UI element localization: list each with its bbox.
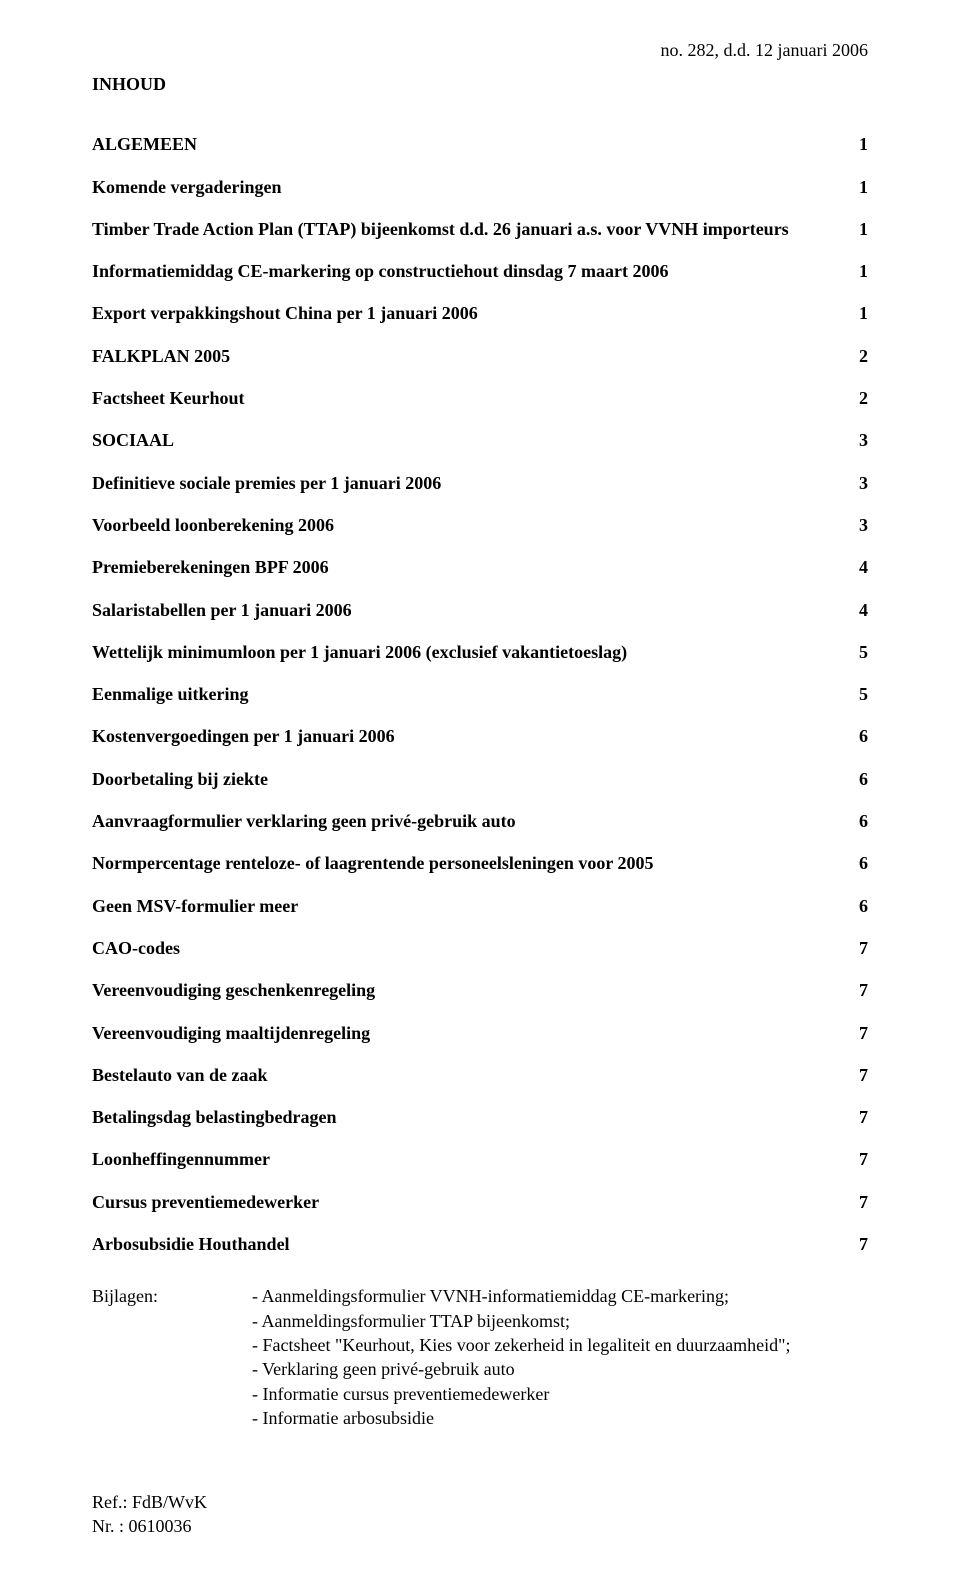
toc-entry-label: CAO-codes (92, 936, 848, 960)
toc-entry-page: 5 (848, 682, 868, 706)
bijlagen-item: - Aanmeldingsformulier TTAP bijeenkomst; (252, 1309, 868, 1333)
toc-entry: Geen MSV-formulier meer6 (92, 894, 868, 918)
toc-entry-page: 6 (848, 724, 868, 748)
toc-entry-page: 1 (848, 132, 868, 156)
toc-entry-page: 3 (848, 471, 868, 495)
toc-entry-page: 6 (848, 851, 868, 875)
toc-entry-page: 4 (848, 598, 868, 622)
toc-entry-label: Vereenvoudiging maaltijdenregeling (92, 1021, 848, 1045)
bijlagen-item: - Informatie cursus preventiemedewerker (252, 1382, 868, 1406)
toc-entry: Voorbeeld loonberekening 20063 (92, 513, 868, 537)
toc-entry: Vereenvoudiging geschenkenregeling7 (92, 978, 868, 1002)
toc-entry-page: 3 (848, 428, 868, 452)
footer-nr: Nr. : 0610036 (92, 1514, 868, 1538)
toc-entry-label: FALKPLAN 2005 (92, 344, 848, 368)
toc-entry-page: 7 (848, 1232, 868, 1256)
inhoud-title: INHOUD (92, 72, 868, 96)
toc-entry-page: 2 (848, 386, 868, 410)
toc-entry: Factsheet Keurhout2 (92, 386, 868, 410)
toc-entry: FALKPLAN 20052 (92, 344, 868, 368)
document-page: no. 282, d.d. 12 januari 2006 INHOUD ALG… (0, 0, 960, 1579)
toc-entry-label: Cursus preventiemedewerker (92, 1190, 848, 1214)
toc-entry-page: 2 (848, 344, 868, 368)
header-issue-date: no. 282, d.d. 12 januari 2006 (661, 38, 868, 62)
toc-entry: Export verpakkingshout China per 1 janua… (92, 301, 868, 325)
toc-entry-label: Loonheffingennummer (92, 1147, 848, 1171)
toc-entry-label: Geen MSV-formulier meer (92, 894, 848, 918)
toc-entry: Wettelijk minimumloon per 1 januari 2006… (92, 640, 868, 664)
toc-entry: Salaristabellen per 1 januari 20064 (92, 598, 868, 622)
toc-entry-label: Factsheet Keurhout (92, 386, 848, 410)
bijlagen-item: - Aanmeldingsformulier VVNH-informatiemi… (252, 1284, 868, 1308)
toc-entry-label: Timber Trade Action Plan (TTAP) bijeenko… (92, 217, 848, 241)
toc-entry: Doorbetaling bij ziekte6 (92, 767, 868, 791)
toc-entry-label: Vereenvoudiging geschenkenregeling (92, 978, 848, 1002)
toc-entry-label: Informatiemiddag CE-markering op constru… (92, 259, 848, 283)
toc-entry-label: Normpercentage renteloze- of laagrentend… (92, 851, 848, 875)
toc-entry-label: Definitieve sociale premies per 1 januar… (92, 471, 848, 495)
toc-entry: CAO-codes7 (92, 936, 868, 960)
toc-entry: Definitieve sociale premies per 1 januar… (92, 471, 868, 495)
toc-entry-label: Export verpakkingshout China per 1 janua… (92, 301, 848, 325)
toc-entry-page: 1 (848, 175, 868, 199)
toc-entry-label: SOCIAAL (92, 428, 848, 452)
toc-entry: Eenmalige uitkering5 (92, 682, 868, 706)
toc-entry-page: 7 (848, 936, 868, 960)
toc-entry: Betalingsdag belastingbedragen7 (92, 1105, 868, 1129)
toc-entry-page: 4 (848, 555, 868, 579)
toc-entry-page: 6 (848, 809, 868, 833)
footer-block: Ref.: FdB/WvK Nr. : 0610036 (92, 1490, 868, 1539)
footer-ref: Ref.: FdB/WvK (92, 1490, 868, 1514)
toc-entry-page: 7 (848, 1063, 868, 1087)
toc-entry-label: Wettelijk minimumloon per 1 januari 2006… (92, 640, 848, 664)
toc-entry-label: Bestelauto van de zaak (92, 1063, 848, 1087)
bijlagen-label: Bijlagen: (92, 1284, 252, 1308)
toc-entry: Aanvraagformulier verklaring geen privé-… (92, 809, 868, 833)
toc-entry: Timber Trade Action Plan (TTAP) bijeenko… (92, 217, 868, 241)
toc-entry-page: 7 (848, 1105, 868, 1129)
toc-entry-label: Komende vergaderingen (92, 175, 848, 199)
toc-entry: Informatiemiddag CE-markering op constru… (92, 259, 868, 283)
toc-entry-page: 3 (848, 513, 868, 537)
table-of-contents: ALGEMEEN1Komende vergaderingen1Timber Tr… (92, 132, 868, 1256)
bijlagen-block: Bijlagen: - Aanmeldingsformulier VVNH-in… (92, 1284, 868, 1430)
toc-entry-label: Premieberekeningen BPF 2006 (92, 555, 848, 579)
toc-entry: Komende vergaderingen1 (92, 175, 868, 199)
toc-entry-page: 1 (848, 217, 868, 241)
toc-entry-page: 7 (848, 1147, 868, 1171)
bijlagen-item: - Informatie arbosubsidie (252, 1406, 868, 1430)
toc-entry: Normpercentage renteloze- of laagrentend… (92, 851, 868, 875)
toc-entry: SOCIAAL3 (92, 428, 868, 452)
toc-entry: Arbosubsidie Houthandel7 (92, 1232, 868, 1256)
toc-entry-page: 7 (848, 978, 868, 1002)
toc-entry-label: Aanvraagformulier verklaring geen privé-… (92, 809, 848, 833)
bijlagen-item: - Factsheet "Keurhout, Kies voor zekerhe… (252, 1333, 868, 1357)
toc-entry-label: Voorbeeld loonberekening 2006 (92, 513, 848, 537)
toc-entry: Cursus preventiemedewerker7 (92, 1190, 868, 1214)
bijlagen-list: - Aanmeldingsformulier VVNH-informatiemi… (252, 1284, 868, 1430)
toc-entry-page: 5 (848, 640, 868, 664)
toc-entry: Kostenvergoedingen per 1 januari 20066 (92, 724, 868, 748)
toc-entry: ALGEMEEN1 (92, 132, 868, 156)
toc-entry-page: 1 (848, 301, 868, 325)
toc-entry-page: 7 (848, 1190, 868, 1214)
toc-entry-label: Doorbetaling bij ziekte (92, 767, 848, 791)
toc-entry-label: Salaristabellen per 1 januari 2006 (92, 598, 848, 622)
toc-entry-page: 6 (848, 894, 868, 918)
toc-entry-label: Eenmalige uitkering (92, 682, 848, 706)
toc-entry: Vereenvoudiging maaltijdenregeling7 (92, 1021, 868, 1045)
toc-entry: Premieberekeningen BPF 20064 (92, 555, 868, 579)
toc-entry-label: Kostenvergoedingen per 1 januari 2006 (92, 724, 848, 748)
bijlagen-item: - Verklaring geen privé-gebruik auto (252, 1357, 868, 1381)
toc-entry-page: 7 (848, 1021, 868, 1045)
toc-entry-page: 6 (848, 767, 868, 791)
toc-entry-label: Arbosubsidie Houthandel (92, 1232, 848, 1256)
toc-entry: Loonheffingennummer7 (92, 1147, 868, 1171)
toc-entry: Bestelauto van de zaak7 (92, 1063, 868, 1087)
toc-entry-label: ALGEMEEN (92, 132, 848, 156)
toc-entry-label: Betalingsdag belastingbedragen (92, 1105, 848, 1129)
toc-entry-page: 1 (848, 259, 868, 283)
